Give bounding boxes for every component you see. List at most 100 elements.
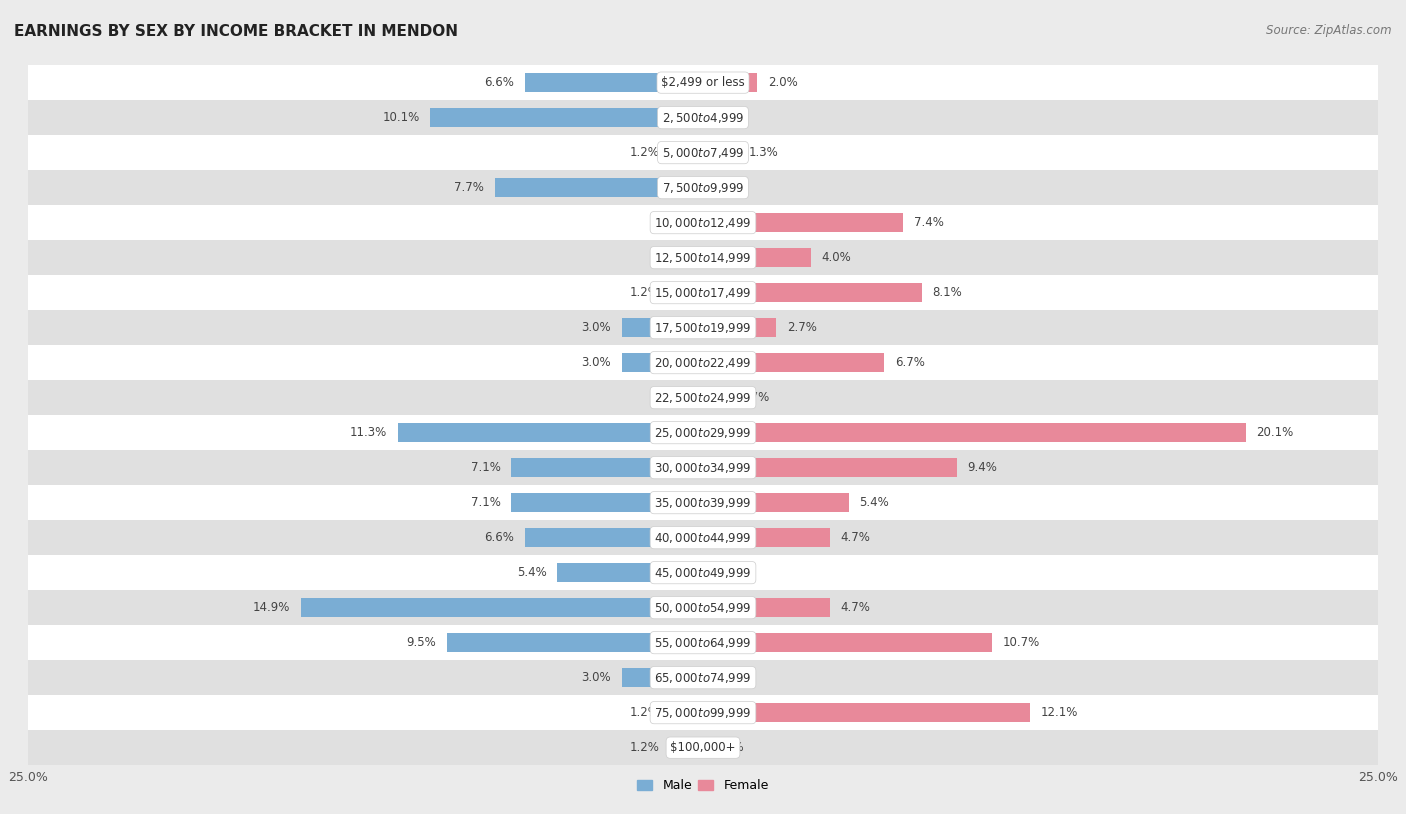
Bar xyxy=(512,458,703,477)
Bar xyxy=(703,423,1246,442)
Text: Source: ZipAtlas.com: Source: ZipAtlas.com xyxy=(1267,24,1392,37)
Text: $22,500 to $24,999: $22,500 to $24,999 xyxy=(654,391,752,405)
Text: 0.0%: 0.0% xyxy=(714,182,744,194)
Text: 4.7%: 4.7% xyxy=(841,602,870,614)
Bar xyxy=(703,283,922,302)
Text: 2.0%: 2.0% xyxy=(768,77,797,89)
Text: 7.4%: 7.4% xyxy=(914,217,943,229)
Text: 9.5%: 9.5% xyxy=(406,637,436,649)
Text: $40,000 to $44,999: $40,000 to $44,999 xyxy=(654,531,752,545)
Bar xyxy=(430,108,703,127)
Text: 7.7%: 7.7% xyxy=(454,182,484,194)
Bar xyxy=(447,633,703,652)
Bar xyxy=(703,458,956,477)
Bar xyxy=(28,205,1378,240)
Text: $65,000 to $74,999: $65,000 to $74,999 xyxy=(654,671,752,685)
Text: 10.1%: 10.1% xyxy=(382,112,419,124)
Bar xyxy=(557,563,703,582)
Text: $12,500 to $14,999: $12,500 to $14,999 xyxy=(654,251,752,265)
Bar xyxy=(671,143,703,162)
Text: 1.3%: 1.3% xyxy=(749,147,779,159)
Text: $35,000 to $39,999: $35,000 to $39,999 xyxy=(654,496,752,510)
Bar xyxy=(28,310,1378,345)
Text: 3.0%: 3.0% xyxy=(582,672,612,684)
Text: 4.7%: 4.7% xyxy=(841,532,870,544)
Text: $55,000 to $64,999: $55,000 to $64,999 xyxy=(654,636,752,650)
Text: $15,000 to $17,499: $15,000 to $17,499 xyxy=(654,286,752,300)
Bar xyxy=(28,695,1378,730)
Text: $2,499 or less: $2,499 or less xyxy=(661,77,745,89)
Text: 5.4%: 5.4% xyxy=(516,567,547,579)
Text: 10.7%: 10.7% xyxy=(1002,637,1040,649)
Text: 6.6%: 6.6% xyxy=(484,77,515,89)
Text: 1.2%: 1.2% xyxy=(630,742,659,754)
Text: $10,000 to $12,499: $10,000 to $12,499 xyxy=(654,216,752,230)
Bar xyxy=(28,380,1378,415)
Text: $7,500 to $9,999: $7,500 to $9,999 xyxy=(662,181,744,195)
Bar xyxy=(703,248,811,267)
Text: 1.2%: 1.2% xyxy=(630,287,659,299)
Text: $2,500 to $4,999: $2,500 to $4,999 xyxy=(662,111,744,125)
Text: 0.0%: 0.0% xyxy=(714,742,744,754)
Text: 0.67%: 0.67% xyxy=(733,392,769,404)
Bar xyxy=(621,353,703,372)
Bar xyxy=(28,485,1378,520)
Bar xyxy=(28,65,1378,100)
Bar xyxy=(671,738,703,757)
Bar xyxy=(398,423,703,442)
Bar xyxy=(703,528,830,547)
Text: $45,000 to $49,999: $45,000 to $49,999 xyxy=(654,566,752,580)
Text: 7.1%: 7.1% xyxy=(471,497,501,509)
Bar xyxy=(301,598,703,617)
Legend: Male, Female: Male, Female xyxy=(633,774,773,798)
Bar xyxy=(703,353,884,372)
Bar xyxy=(28,240,1378,275)
Text: $100,000+: $100,000+ xyxy=(671,742,735,754)
Text: 6.7%: 6.7% xyxy=(894,357,925,369)
Text: 14.9%: 14.9% xyxy=(253,602,290,614)
Bar xyxy=(28,415,1378,450)
Bar xyxy=(703,493,849,512)
Bar xyxy=(703,633,991,652)
Text: 2.7%: 2.7% xyxy=(787,322,817,334)
Text: 3.0%: 3.0% xyxy=(582,357,612,369)
Bar xyxy=(524,73,703,92)
Text: 0.0%: 0.0% xyxy=(662,217,692,229)
Text: $25,000 to $29,999: $25,000 to $29,999 xyxy=(654,426,752,440)
Bar xyxy=(28,100,1378,135)
Text: $17,500 to $19,999: $17,500 to $19,999 xyxy=(654,321,752,335)
Bar xyxy=(28,555,1378,590)
Text: 1.2%: 1.2% xyxy=(630,147,659,159)
Bar xyxy=(28,590,1378,625)
Bar xyxy=(703,213,903,232)
Bar xyxy=(28,520,1378,555)
Bar xyxy=(28,660,1378,695)
Text: 0.0%: 0.0% xyxy=(662,252,692,264)
Bar xyxy=(524,528,703,547)
Text: EARNINGS BY SEX BY INCOME BRACKET IN MENDON: EARNINGS BY SEX BY INCOME BRACKET IN MEN… xyxy=(14,24,458,39)
Bar xyxy=(703,388,721,407)
Text: 0.0%: 0.0% xyxy=(714,672,744,684)
Bar xyxy=(703,703,1029,722)
Bar xyxy=(703,318,776,337)
Bar xyxy=(703,143,738,162)
Text: $75,000 to $99,999: $75,000 to $99,999 xyxy=(654,706,752,720)
Bar xyxy=(28,135,1378,170)
Text: 20.1%: 20.1% xyxy=(1257,427,1294,439)
Bar xyxy=(28,450,1378,485)
Text: 8.1%: 8.1% xyxy=(932,287,962,299)
Text: $20,000 to $22,499: $20,000 to $22,499 xyxy=(654,356,752,370)
Bar xyxy=(671,703,703,722)
Bar xyxy=(703,598,830,617)
Text: $50,000 to $54,999: $50,000 to $54,999 xyxy=(654,601,752,615)
Text: 12.1%: 12.1% xyxy=(1040,707,1078,719)
Bar xyxy=(28,275,1378,310)
Bar xyxy=(671,283,703,302)
Text: 1.2%: 1.2% xyxy=(630,707,659,719)
Text: 0.0%: 0.0% xyxy=(714,112,744,124)
Text: 5.4%: 5.4% xyxy=(859,497,890,509)
Text: $30,000 to $34,999: $30,000 to $34,999 xyxy=(654,461,752,475)
Text: 7.1%: 7.1% xyxy=(471,462,501,474)
Bar xyxy=(28,170,1378,205)
Text: 9.4%: 9.4% xyxy=(967,462,997,474)
